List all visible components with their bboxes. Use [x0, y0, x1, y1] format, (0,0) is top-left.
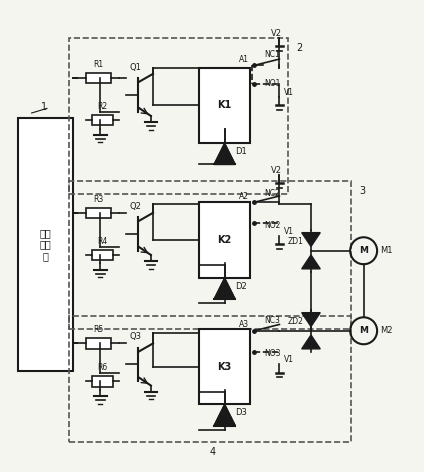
- Text: A3: A3: [240, 320, 249, 329]
- Text: ZD2: ZD2: [288, 318, 304, 327]
- Text: M: M: [359, 326, 368, 335]
- Text: V1: V1: [284, 88, 293, 97]
- Text: K1: K1: [218, 101, 232, 110]
- Polygon shape: [302, 312, 320, 327]
- FancyBboxPatch shape: [92, 115, 113, 126]
- Polygon shape: [302, 335, 320, 349]
- FancyBboxPatch shape: [86, 73, 111, 83]
- Text: K2: K2: [218, 235, 232, 245]
- Text: V2: V2: [271, 29, 282, 38]
- Text: V1: V1: [284, 355, 293, 364]
- Text: 1: 1: [42, 101, 47, 112]
- Text: R2: R2: [98, 102, 108, 111]
- Text: D3: D3: [235, 408, 247, 417]
- FancyBboxPatch shape: [199, 329, 250, 405]
- Text: R5: R5: [93, 325, 103, 334]
- Text: NO1: NO1: [265, 79, 281, 88]
- Text: M: M: [359, 246, 368, 255]
- FancyBboxPatch shape: [86, 208, 111, 218]
- FancyBboxPatch shape: [92, 250, 113, 260]
- FancyBboxPatch shape: [18, 118, 73, 371]
- Text: NC3: NC3: [265, 316, 281, 325]
- Text: Q3: Q3: [130, 332, 142, 341]
- Text: NO3: NO3: [265, 349, 281, 358]
- Text: ZD1: ZD1: [288, 237, 304, 246]
- Polygon shape: [214, 405, 235, 426]
- Text: 主控
制模
块: 主控 制模 块: [40, 228, 51, 261]
- Text: Q1: Q1: [130, 63, 142, 72]
- Text: A2: A2: [240, 192, 249, 201]
- Text: A1: A1: [240, 55, 249, 64]
- Text: NC1: NC1: [265, 50, 280, 59]
- Text: NO2: NO2: [265, 220, 281, 229]
- Text: D2: D2: [235, 282, 247, 291]
- FancyBboxPatch shape: [92, 376, 113, 387]
- Polygon shape: [214, 143, 235, 164]
- Text: 2: 2: [296, 42, 302, 53]
- Text: 3: 3: [360, 186, 365, 196]
- Text: NC2: NC2: [265, 189, 280, 198]
- Text: V1: V1: [284, 227, 293, 236]
- FancyBboxPatch shape: [199, 202, 250, 278]
- Text: M2: M2: [379, 326, 392, 335]
- Text: M1: M1: [379, 246, 392, 255]
- Polygon shape: [302, 233, 320, 246]
- Text: D1: D1: [235, 147, 247, 156]
- FancyBboxPatch shape: [86, 338, 111, 349]
- Polygon shape: [214, 278, 235, 299]
- Text: R6: R6: [98, 363, 108, 372]
- Text: R1: R1: [93, 60, 103, 69]
- FancyBboxPatch shape: [199, 67, 250, 143]
- Text: 4: 4: [210, 447, 216, 457]
- Text: V2: V2: [271, 166, 282, 175]
- Text: K3: K3: [218, 362, 232, 371]
- Text: R4: R4: [98, 236, 108, 246]
- Polygon shape: [302, 255, 320, 269]
- Text: R3: R3: [93, 194, 103, 203]
- Text: Q2: Q2: [130, 202, 142, 211]
